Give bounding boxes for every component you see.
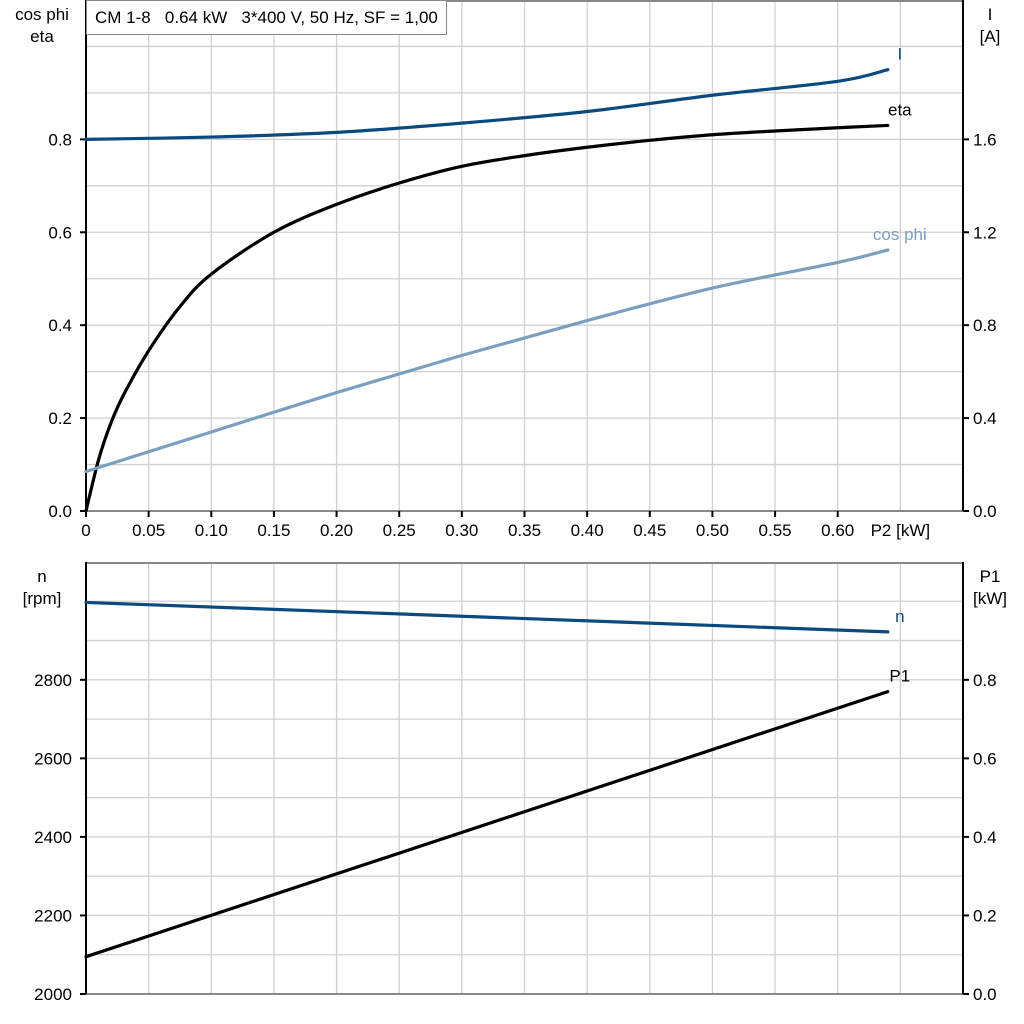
x-tick-label: 0.20 <box>320 521 353 540</box>
x-tick-label: 0.25 <box>383 521 416 540</box>
y-axis-label-left: [rpm] <box>23 589 62 608</box>
y-tick-label-right: 0.2 <box>973 906 997 925</box>
x-tick-label: 0.15 <box>257 521 290 540</box>
x-tick-label: 0.30 <box>445 521 478 540</box>
y-tick-label-right: 1.2 <box>973 223 997 242</box>
y-tick-label-left: 2200 <box>34 906 72 925</box>
y-tick-label-left: 2600 <box>34 749 72 768</box>
x-tick-label: 0.55 <box>759 521 792 540</box>
y-tick-label-right: 0.8 <box>973 316 997 335</box>
x-tick-label: 0.45 <box>633 521 666 540</box>
series-line-p1 <box>84 690 890 959</box>
series-label: n <box>895 607 904 626</box>
y-axis-label-right: P1 <box>980 567 1001 586</box>
x-tick-label: 0.05 <box>132 521 165 540</box>
y-axis-label-left: eta <box>30 27 54 46</box>
series-line-n <box>84 600 890 634</box>
series-label: I <box>897 45 902 64</box>
y-tick-label-left: 2800 <box>34 671 72 690</box>
y-tick-label-right: 1.6 <box>973 130 997 149</box>
y-tick-label-left: 0.8 <box>48 130 72 149</box>
x-tick-label: 0 <box>81 521 90 540</box>
x-axis-label: P2 [kW] <box>871 521 931 540</box>
series-label: cos phi <box>873 225 927 244</box>
x-tick-label: 0.35 <box>508 521 541 540</box>
series-line-i <box>84 68 890 141</box>
x-tick-label: 0.60 <box>821 521 854 540</box>
y-tick-label-right: 0.4 <box>973 828 997 847</box>
y-tick-label-right: 0.6 <box>973 749 997 768</box>
chart-title: CM 1-8 0.64 kW 3*400 V, 50 Hz, SF = 1,00 <box>86 0 447 35</box>
x-tick-label: 0.40 <box>571 521 604 540</box>
y-tick-label-right: 0.0 <box>973 985 997 1004</box>
y-tick-label-right: 0.4 <box>973 409 997 428</box>
x-tick-label: 0.10 <box>195 521 228 540</box>
y-tick-label-left: 0.4 <box>48 316 72 335</box>
y-axis-label-right: I <box>988 5 993 24</box>
y-tick-label-left: 0.6 <box>48 223 72 242</box>
y-tick-label-left: 2000 <box>34 985 72 1004</box>
series-label: P1 <box>889 667 910 686</box>
series-line-eta <box>84 123 890 513</box>
y-tick-label-left: 0.2 <box>48 409 72 428</box>
series-label: eta <box>888 100 912 119</box>
y-axis-label-right: [kW] <box>973 589 1007 608</box>
y-tick-label-left: 2400 <box>34 828 72 847</box>
y-tick-label-right: 0.0 <box>973 502 997 521</box>
x-tick-label: 0.50 <box>696 521 729 540</box>
y-axis-label-left: n <box>37 567 46 586</box>
y-axis-label-left: cos phi <box>15 5 69 24</box>
series-line-cos-phi <box>84 248 890 474</box>
y-tick-label-right: 0.8 <box>973 671 997 690</box>
y-axis-label-right: [A] <box>980 27 1001 46</box>
y-tick-label-left: 0.0 <box>48 502 72 521</box>
